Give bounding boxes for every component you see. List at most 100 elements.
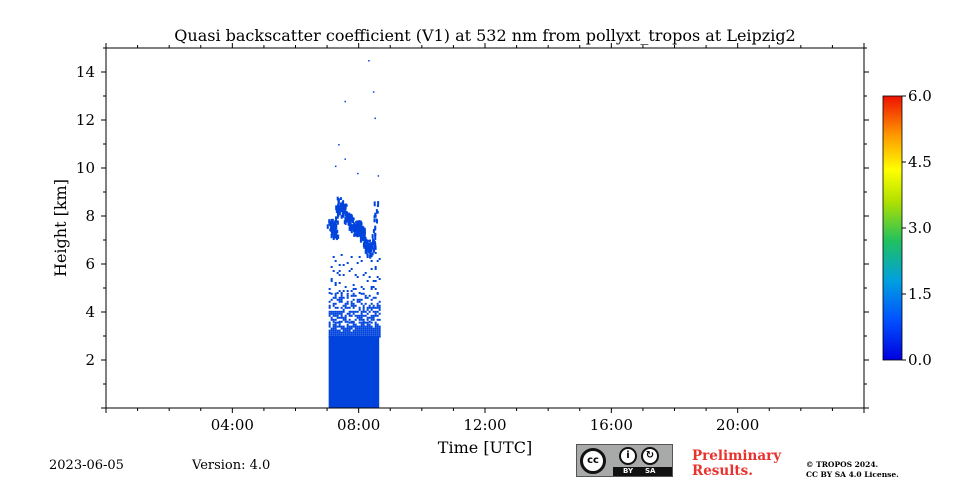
- cirrus-pixel: [361, 237, 364, 242]
- data-pixel: [358, 306, 361, 309]
- data-pixel: [374, 306, 377, 309]
- cirrus-pixel: [345, 204, 348, 207]
- data-pixel: [348, 306, 351, 309]
- cirrus-pixel: [374, 243, 377, 249]
- data-pixel: [352, 288, 355, 290]
- x-tick-label: 04:00: [211, 416, 254, 434]
- data-pixel: [336, 310, 339, 313]
- copyright-line2: CC BY SA 4.0 License.: [806, 470, 899, 479]
- cirrus-pixel: [339, 208, 342, 212]
- data-pixel: [372, 318, 375, 321]
- data-pixel: [332, 331, 335, 334]
- data-pixel: [346, 333, 349, 336]
- data-pixel: [368, 276, 371, 278]
- cirrus-pixel: [334, 230, 337, 236]
- data-pixel: [348, 270, 351, 272]
- data-pixel: [374, 325, 377, 328]
- data-pixel: [328, 288, 331, 290]
- data-pixel: [344, 335, 347, 338]
- data-pixel: [358, 256, 361, 258]
- data-pixel: [330, 329, 333, 332]
- preliminary-line2: Results.: [692, 463, 753, 479]
- data-pixel: [340, 325, 343, 328]
- data-pixel: [334, 318, 337, 321]
- x-tick-label: 16:00: [590, 416, 633, 434]
- data-pixel: [338, 320, 341, 323]
- cirrus-pixel: [374, 236, 377, 241]
- scatter-point: [338, 144, 340, 146]
- data-pixel: [334, 327, 337, 330]
- data-pixel: [362, 274, 365, 276]
- data-pixel: [352, 312, 355, 315]
- data-pixel: [348, 318, 351, 321]
- cirrus-pixel: [366, 244, 369, 248]
- data-pixel: [372, 310, 375, 313]
- data-pixel: [338, 264, 341, 266]
- data-pixel: [338, 300, 341, 303]
- data-pixel: [328, 325, 331, 328]
- license-bar: [613, 467, 672, 476]
- data-pixel: [360, 316, 363, 319]
- data-pixel: [370, 314, 373, 317]
- data-pixel: [372, 331, 375, 334]
- data-pixel: [362, 306, 365, 309]
- data-pixel: [338, 333, 341, 336]
- data-pixel: [378, 312, 381, 315]
- data-pixel: [370, 316, 373, 319]
- cirrus-pixel: [360, 230, 363, 234]
- data-pixel: [342, 331, 345, 334]
- data-pixel: [376, 292, 379, 294]
- data-pixel: [368, 304, 371, 307]
- data-pixel: [334, 302, 337, 305]
- data-pixel: [376, 323, 379, 326]
- cirrus-pixel: [334, 220, 337, 225]
- data-pixel: [354, 294, 357, 297]
- x-tick-label: 08:00: [337, 416, 380, 434]
- colorbar-tick-label: 1.5: [908, 285, 932, 303]
- cirrus-pixel: [355, 220, 358, 224]
- cirrus-pixel: [336, 196, 339, 201]
- data-pixel: [332, 329, 335, 332]
- data-pixel: [362, 310, 365, 313]
- data-pixel: [340, 312, 343, 315]
- data-pixel: [376, 314, 379, 317]
- data-pixel: [332, 335, 335, 338]
- data-pixel: [364, 296, 367, 299]
- data-pixel: [358, 300, 361, 303]
- data-pixel: [376, 260, 379, 262]
- data-pixel: [374, 327, 377, 330]
- data-pixel: [378, 329, 381, 332]
- data-pixel: [354, 288, 357, 290]
- data-pixel: [368, 306, 371, 309]
- data-pixel: [342, 274, 345, 276]
- cirrus-pixel: [326, 224, 329, 229]
- cirrus-pixel: [360, 222, 363, 226]
- cc-icon: cc: [580, 448, 606, 474]
- data-pixel: [336, 321, 339, 324]
- data-pixel: [328, 306, 331, 309]
- scatter-point: [368, 60, 370, 62]
- data-pixel: [366, 306, 369, 309]
- data-pixel: [374, 280, 377, 282]
- cirrus-pixel: [373, 215, 376, 219]
- cirrus-pixel: [370, 246, 373, 250]
- y-tick-label: 10: [76, 159, 95, 177]
- cirrus-pixel: [371, 252, 374, 256]
- cirrus-pixel: [335, 220, 338, 223]
- cirrus-pixel: [374, 241, 377, 245]
- data-pixel: [362, 335, 365, 338]
- data-pixel: [364, 310, 367, 313]
- data-pixel: [378, 304, 381, 307]
- data-pixel: [360, 312, 363, 315]
- data-pixel: [368, 310, 371, 313]
- data-pixel: [346, 312, 349, 315]
- data-pixel: [366, 331, 369, 334]
- data-pixel: [340, 298, 343, 301]
- cirrus-pixel: [344, 220, 347, 224]
- data-pixel: [330, 278, 333, 280]
- data-pixel: [364, 325, 367, 328]
- data-pixel: [344, 314, 347, 317]
- data-pixel: [338, 325, 341, 328]
- data-pixel: [334, 329, 337, 332]
- data-pixel: [344, 306, 347, 309]
